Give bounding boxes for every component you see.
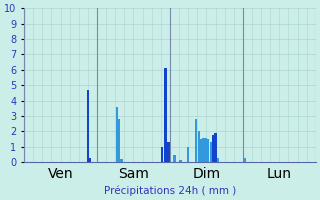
Bar	[167, 142, 170, 162]
Bar	[210, 142, 212, 162]
Bar	[217, 158, 219, 162]
Bar	[89, 158, 92, 162]
Bar	[214, 133, 217, 162]
Bar	[200, 139, 202, 162]
X-axis label: Précipitations 24h ( mm ): Précipitations 24h ( mm )	[104, 185, 236, 196]
Bar	[173, 155, 176, 162]
Bar	[205, 138, 207, 162]
Bar	[118, 119, 120, 162]
Bar	[202, 138, 204, 162]
Bar	[164, 68, 166, 162]
Bar	[198, 131, 200, 162]
Bar	[116, 107, 118, 162]
Bar	[180, 160, 182, 162]
Bar	[244, 158, 246, 162]
Bar	[187, 147, 189, 162]
Bar	[120, 159, 123, 162]
Bar	[195, 119, 197, 162]
Bar	[87, 90, 89, 162]
Bar	[161, 147, 164, 162]
Bar	[207, 139, 209, 162]
Bar	[212, 135, 214, 162]
